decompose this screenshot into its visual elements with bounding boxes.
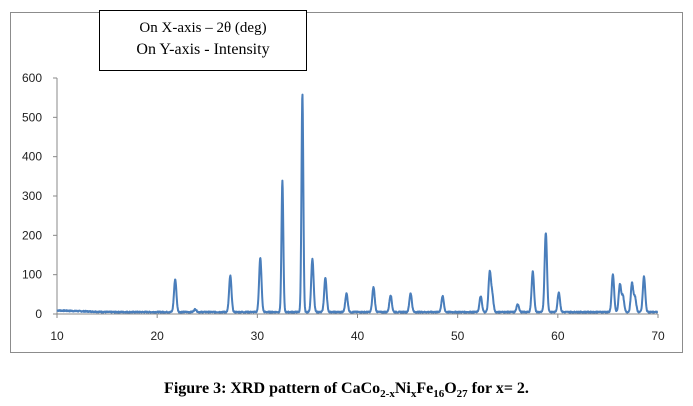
figure-caption: Figure 3: XRD pattern of CaCo2-xNixFe16O… [0, 380, 693, 400]
y-tick-label: 0 [35, 307, 42, 321]
x-tick-label: 50 [451, 329, 465, 343]
caption-text: Fe [416, 380, 434, 397]
caption-text: Figure 3: XRD pattern of CaCo [164, 380, 381, 397]
caption-text: O [444, 380, 457, 397]
x-tick-label: 30 [251, 329, 265, 343]
axis-legend-box: On X-axis – 2θ (deg) On Y-axis - Intensi… [99, 10, 307, 71]
caption-sub: 27 [456, 388, 468, 401]
y-tick-label: 100 [22, 268, 42, 282]
x-tick-label: 70 [651, 329, 665, 343]
y-tick-label: 600 [22, 71, 42, 85]
y-tick-label: 500 [22, 110, 42, 124]
y-tick-label: 200 [22, 228, 42, 242]
legend-y-axis-text: On Y-axis - Intensity [136, 41, 270, 58]
caption-text: Ni [394, 380, 411, 397]
legend-x-axis-text: On X-axis – 2θ (deg) [139, 20, 267, 36]
y-tick-label: 300 [22, 189, 42, 203]
x-tick-label: 40 [351, 329, 365, 343]
chart-frame [10, 12, 683, 353]
caption-sub: 2-x [380, 388, 395, 401]
x-tick-label: 10 [50, 329, 64, 343]
caption-text: for x= 2. [467, 380, 529, 397]
xrd-series-line [56, 93, 659, 314]
caption-sub: 16 [433, 388, 445, 401]
caption-sub: x [410, 388, 417, 401]
x-tick-label: 60 [551, 329, 565, 343]
y-tick-label: 400 [22, 150, 42, 164]
x-tick-label: 20 [150, 329, 164, 343]
